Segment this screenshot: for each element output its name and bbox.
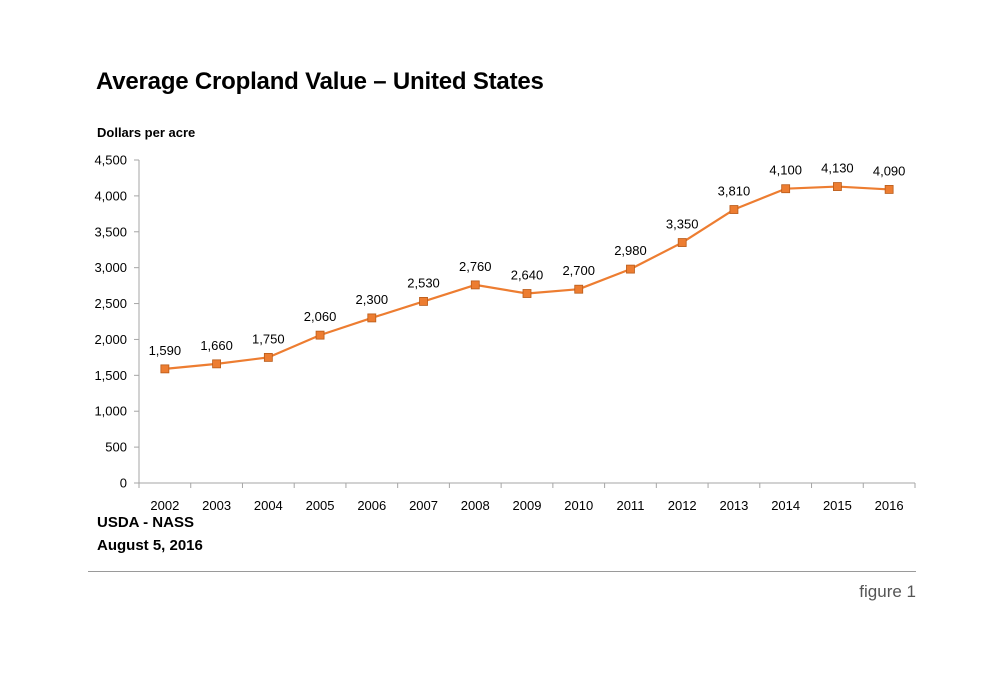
data-point-marker bbox=[263, 352, 273, 362]
y-tick-label: 2,500 bbox=[94, 296, 127, 311]
y-tick-label: 500 bbox=[105, 440, 127, 455]
x-tick-label: 2007 bbox=[409, 498, 438, 513]
x-tick-label: 2013 bbox=[719, 498, 748, 513]
y-tick-label: 4,500 bbox=[94, 153, 127, 168]
data-label: 2,640 bbox=[511, 268, 544, 283]
data-label: 3,810 bbox=[718, 184, 751, 199]
data-label: 2,980 bbox=[614, 243, 647, 258]
data-label: 1,750 bbox=[252, 331, 285, 346]
x-tick-label: 2006 bbox=[357, 498, 386, 513]
y-tick-label: 3,500 bbox=[94, 224, 127, 239]
data-point-marker bbox=[522, 289, 532, 298]
x-tick-label: 2002 bbox=[150, 498, 179, 513]
data-point-marker bbox=[574, 284, 584, 294]
x-tick-label: 2011 bbox=[616, 498, 644, 513]
x-tick-label: 2005 bbox=[306, 498, 335, 513]
y-tick-label: 1,500 bbox=[94, 368, 127, 383]
x-tick-label: 2016 bbox=[875, 498, 904, 513]
data-point-marker bbox=[626, 264, 635, 274]
x-tick-label: 2003 bbox=[202, 498, 231, 513]
x-tick-label: 2014 bbox=[771, 498, 800, 513]
data-point-marker bbox=[419, 297, 428, 306]
data-label: 2,760 bbox=[459, 259, 492, 274]
data-point-marker bbox=[160, 364, 170, 374]
data-point-marker bbox=[470, 280, 480, 290]
y-tick-label: 0 bbox=[120, 476, 127, 491]
data-label: 4,130 bbox=[821, 161, 854, 176]
data-point-marker bbox=[884, 185, 894, 194]
data-label: 2,530 bbox=[407, 275, 440, 290]
data-label: 2,300 bbox=[356, 292, 389, 307]
data-label: 4,100 bbox=[769, 163, 802, 178]
y-axis: 0 500 1,000 1,500 2,000 2,500 3,000 3,500 4,000 4… bbox=[94, 153, 140, 491]
data-point-marker bbox=[315, 330, 325, 340]
figure-caption: figure 1 bbox=[859, 582, 916, 601]
y-tick-label: 4,000 bbox=[94, 188, 127, 203]
y-tick-label: 1,000 bbox=[94, 404, 127, 419]
series-cropland-value: 1,590 1,660 1,750 2,060 2,300 2,530 2,760 2,640… bbox=[149, 161, 906, 374]
data-point-marker bbox=[212, 359, 222, 369]
y-tick-label: 2,000 bbox=[94, 332, 127, 347]
data-point-marker bbox=[367, 313, 377, 323]
x-tick-label: 2004 bbox=[254, 498, 283, 513]
y-tick-label: 3,000 bbox=[94, 260, 127, 275]
x-tick-label: 2009 bbox=[513, 498, 542, 513]
x-axis: 2002 2003 2004 2005 2006 2007 2008 2009 2010 2011… bbox=[138, 482, 916, 513]
x-tick-label: 2008 bbox=[461, 498, 490, 513]
x-tick-label: 2010 bbox=[564, 498, 593, 513]
source-date: August 5, 2016 bbox=[97, 537, 203, 554]
data-label: 3,350 bbox=[666, 217, 699, 232]
x-tick-label: 2015 bbox=[823, 498, 852, 513]
data-point-marker bbox=[729, 205, 739, 214]
source-agency: USDA - NASS bbox=[97, 514, 194, 531]
data-point-marker bbox=[781, 184, 791, 194]
y-axis-label: Dollars per acre bbox=[97, 125, 195, 140]
data-label: 2,700 bbox=[562, 263, 595, 278]
chart-title: Average Cropland Value – United States bbox=[96, 68, 544, 95]
x-tick-label: 2012 bbox=[668, 498, 697, 513]
data-label: 1,590 bbox=[149, 343, 182, 358]
data-label: 4,090 bbox=[873, 163, 906, 178]
data-label: 2,060 bbox=[304, 309, 337, 324]
data-point-marker bbox=[833, 182, 842, 191]
data-label: 1,660 bbox=[200, 338, 233, 353]
caption-divider bbox=[88, 571, 916, 572]
data-point-marker bbox=[677, 238, 687, 247]
